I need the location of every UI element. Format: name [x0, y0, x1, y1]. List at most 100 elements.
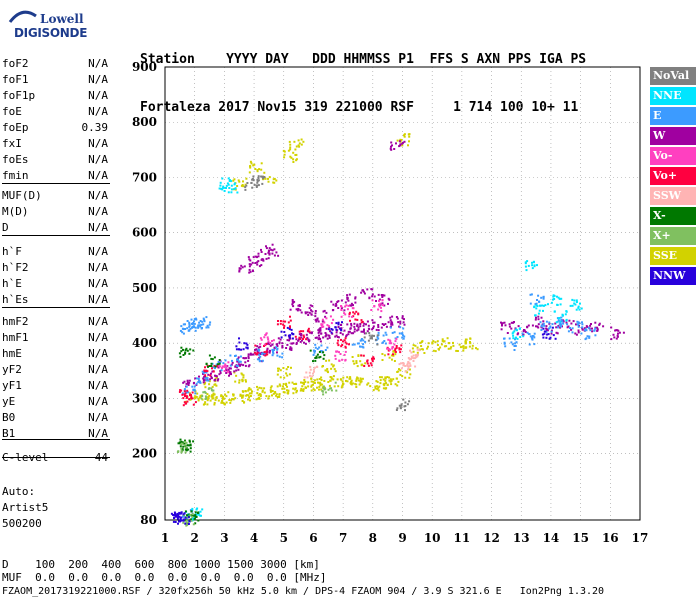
echo-point: [395, 337, 398, 340]
echo-point: [184, 446, 187, 449]
echo-point: [572, 320, 575, 323]
echo-point: [224, 359, 227, 362]
echo-point: [618, 331, 621, 334]
echo-point: [330, 300, 333, 303]
echo-point: [363, 292, 366, 295]
echo-point: [208, 387, 211, 390]
echo-point: [325, 317, 328, 320]
echo-point: [335, 322, 338, 325]
echo-point: [202, 379, 205, 381]
echo-point: [571, 331, 574, 334]
echo-point: [398, 368, 400, 371]
echo-point: [348, 313, 351, 315]
echo-point: [380, 310, 383, 313]
echo-point: [263, 176, 266, 178]
echo-point: [398, 145, 401, 148]
echo-point: [294, 388, 297, 391]
echo-point: [276, 373, 279, 376]
param-value: N/A: [88, 245, 108, 258]
echo-point: [322, 357, 325, 360]
echo-point: [190, 397, 193, 400]
echo-point: [400, 344, 403, 347]
echo-point: [312, 349, 315, 352]
echo-point: [238, 381, 241, 384]
echo-point: [186, 349, 189, 352]
echo-point: [386, 376, 389, 378]
echo-point: [208, 365, 211, 367]
echo-point: [362, 324, 365, 327]
echo-point: [289, 143, 292, 146]
param-value: N/A: [88, 205, 108, 218]
echo-point: [318, 329, 321, 332]
param-value: N/A: [88, 153, 108, 166]
echo-point: [255, 348, 258, 351]
echo-cluster-sse: [330, 375, 345, 389]
echo-point: [348, 293, 351, 296]
echo-point: [369, 337, 372, 340]
echo-point: [610, 338, 613, 341]
echo-point: [346, 308, 349, 311]
echo-point: [385, 382, 387, 385]
echo-point: [319, 329, 322, 332]
echo-point: [252, 164, 255, 167]
echo-point: [343, 329, 346, 332]
echo-point: [312, 380, 315, 383]
echo-point: [356, 376, 359, 379]
echo-point: [206, 370, 209, 373]
echo-point: [186, 320, 189, 322]
echo-point: [337, 323, 340, 326]
echo-point: [197, 511, 200, 514]
echo-point: [548, 322, 551, 325]
echo-point: [269, 342, 272, 344]
echo-point: [307, 385, 310, 388]
echo-point: [270, 248, 273, 251]
echo-point: [194, 511, 197, 514]
echo-point: [300, 336, 303, 339]
echo-point: [210, 357, 213, 360]
echo-point: [235, 369, 238, 372]
echo-point: [185, 517, 188, 520]
echo-point: [258, 352, 261, 355]
echo-point: [327, 328, 330, 331]
echo-point: [364, 362, 367, 365]
echo-point: [360, 364, 363, 367]
echo-cluster-x-: [321, 381, 338, 396]
echo-point: [357, 355, 360, 357]
echo-point: [386, 347, 389, 350]
echo-point: [256, 345, 259, 348]
echo-point: [229, 354, 232, 357]
echo-point: [383, 304, 386, 307]
echo-point: [587, 326, 590, 329]
echo-point: [333, 368, 336, 371]
echo-point: [273, 254, 276, 257]
echo-point: [218, 365, 221, 368]
echo-point: [292, 301, 295, 304]
echo-point: [302, 140, 305, 143]
header-values: Fortaleza 2017 Nov15 319 221000 RSF 1 71…: [140, 100, 579, 115]
echo-point: [404, 401, 407, 404]
echo-point: [376, 388, 379, 391]
echo-point: [191, 391, 194, 394]
echo-point: [255, 398, 258, 401]
echo-point: [185, 385, 188, 388]
echo-point: [219, 372, 222, 374]
echo-point: [320, 332, 323, 335]
echo-cluster-sse: [310, 377, 323, 391]
echo-point: [308, 307, 311, 310]
echo-point: [292, 387, 295, 390]
echo-point: [416, 351, 419, 354]
echo-point: [260, 251, 263, 253]
echo-point: [346, 376, 349, 379]
echo-point: [546, 333, 549, 336]
echo-point: [237, 368, 240, 371]
echo-point: [366, 362, 369, 365]
echo-point: [391, 331, 394, 334]
echo-point: [372, 325, 375, 328]
echo-point: [390, 354, 393, 357]
echo-point: [236, 366, 238, 369]
echo-point: [372, 389, 375, 392]
logo-brand: Lowell: [40, 12, 84, 26]
echo-point: [303, 336, 306, 339]
echo-point: [310, 313, 313, 316]
y-tick-label: 300: [132, 391, 157, 405]
